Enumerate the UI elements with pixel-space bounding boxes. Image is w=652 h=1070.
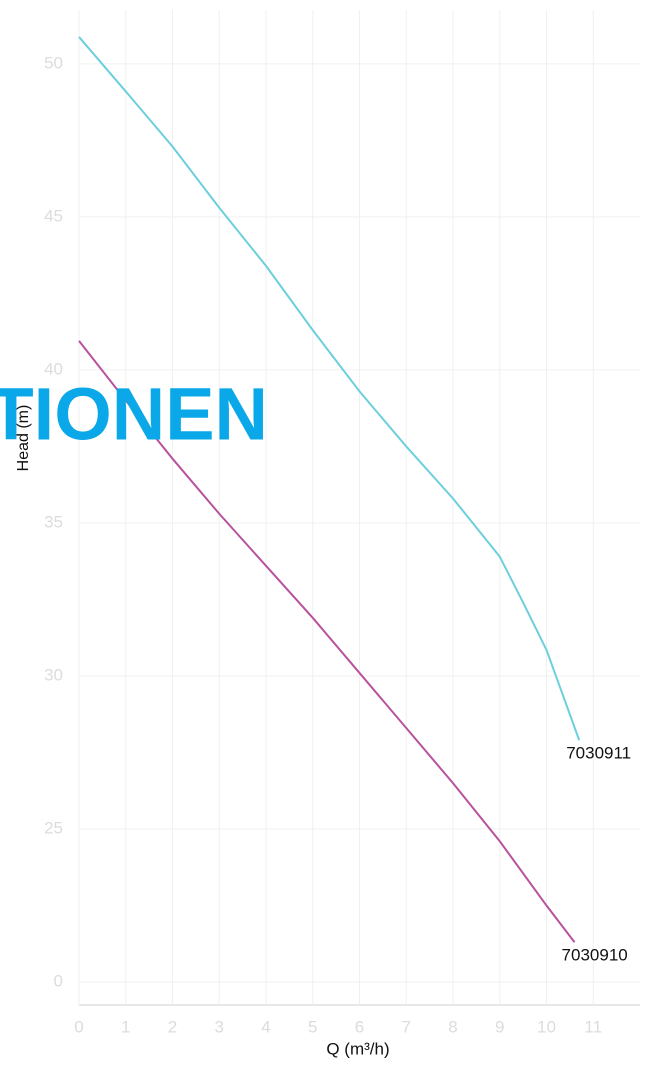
- x-axis-label: Q (m³/h): [326, 1039, 389, 1058]
- y-tick-label: 30: [44, 665, 63, 684]
- y-tick-label: 40: [44, 359, 63, 378]
- x-tick-label: 2: [168, 1017, 177, 1036]
- x-tick-label: 9: [495, 1017, 504, 1036]
- x-tick-label: 4: [261, 1017, 270, 1036]
- y-tick-label: 35: [44, 512, 63, 531]
- y-tick-label: 45: [44, 206, 63, 225]
- y-tick-label: 50: [44, 53, 63, 72]
- x-tick-label: 7: [402, 1017, 411, 1036]
- series-line: [78, 36, 581, 741]
- x-tick-label: 8: [448, 1017, 457, 1036]
- y-tick-label: 0: [54, 972, 63, 991]
- x-tick-label: 11: [584, 1017, 602, 1036]
- x-tick-label: 10: [537, 1017, 556, 1036]
- y-tick-label: 25: [44, 819, 63, 838]
- series-line: [78, 340, 576, 943]
- x-tick-label: 1: [121, 1017, 130, 1036]
- x-tick-label: 6: [355, 1017, 364, 1036]
- x-tick-label: 5: [308, 1017, 317, 1036]
- x-tick-label: 3: [215, 1017, 224, 1036]
- series-label: 7030910: [562, 946, 628, 965]
- x-tick-label: 0: [74, 1017, 83, 1036]
- watermark: TIONEN: [0, 373, 268, 456]
- series-label: 7030911: [566, 744, 631, 763]
- y-axis-label: Head (m): [15, 405, 32, 472]
